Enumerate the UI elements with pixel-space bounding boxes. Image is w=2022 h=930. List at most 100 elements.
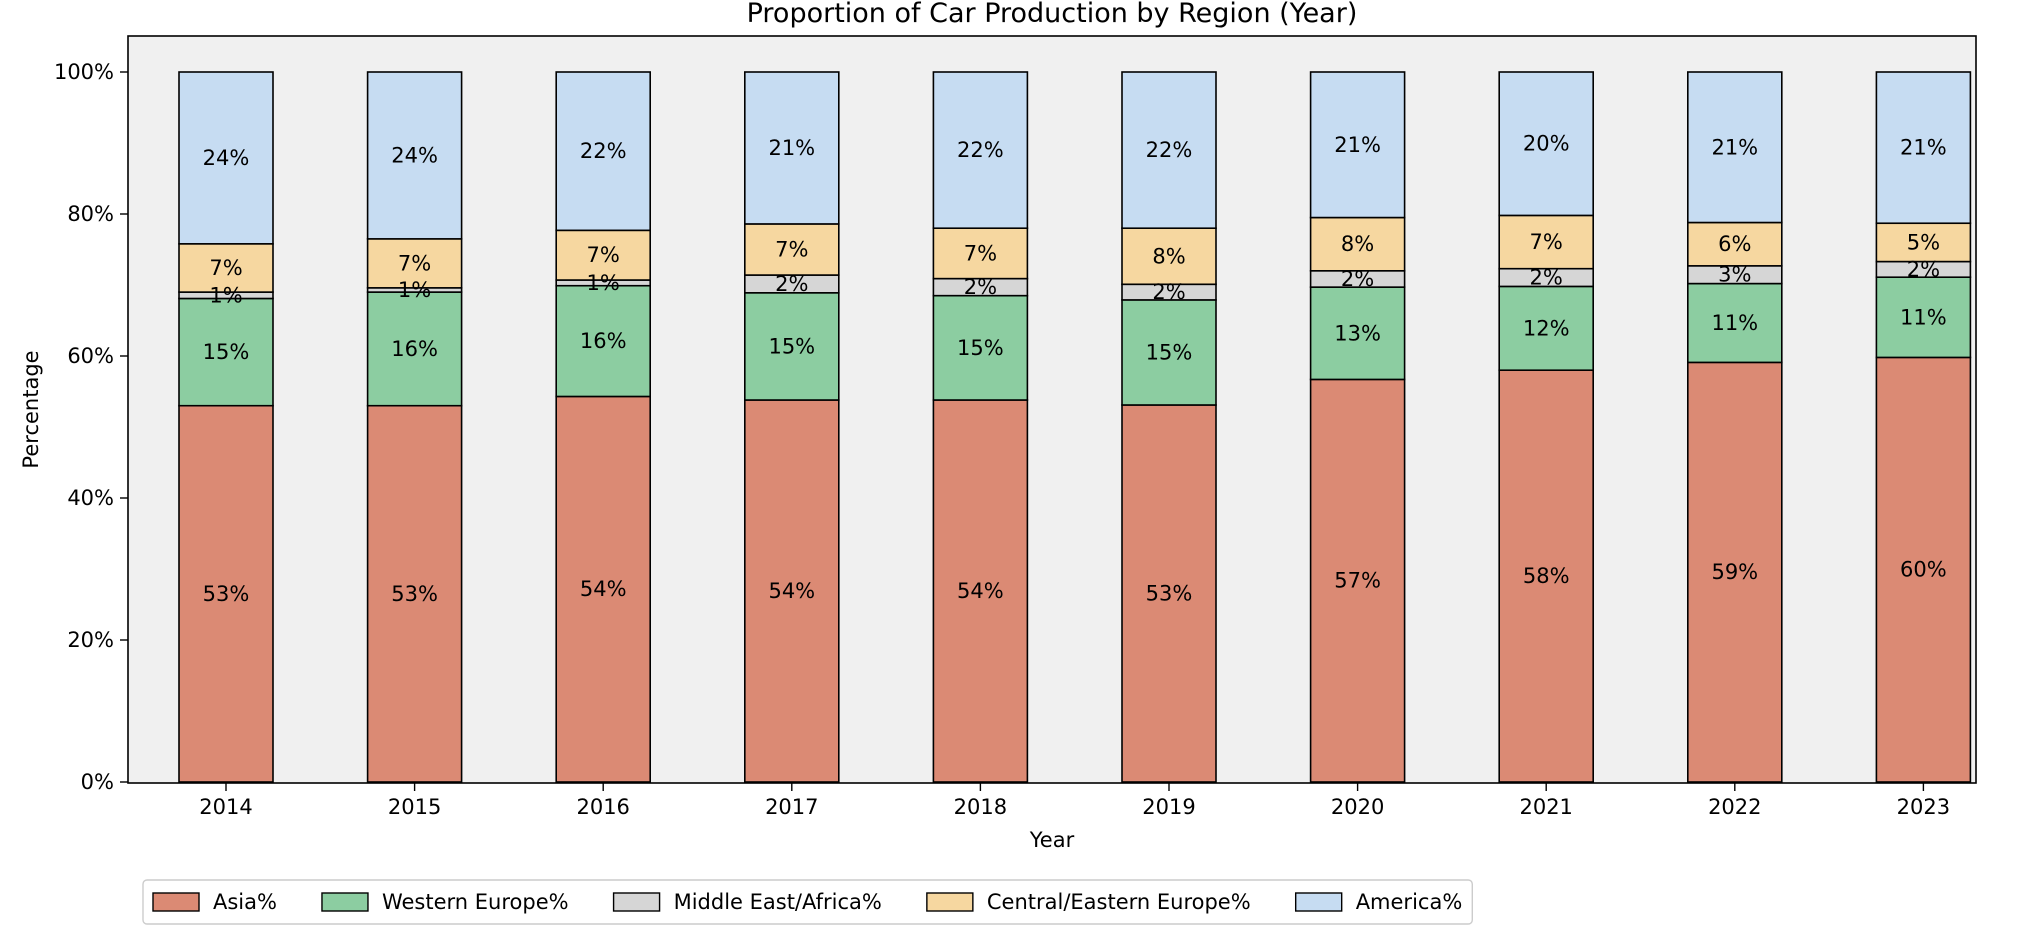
bar-segment-2020-1	[1309, 378, 1406, 783]
segment-label-2014-1: 53%	[203, 582, 250, 606]
y-axis-title: Percentage	[19, 350, 43, 468]
bar-segment-2018-4	[932, 227, 1029, 280]
segment-label-2021-3: 2%	[1530, 266, 1563, 290]
x-tick-label-2018: 2018	[954, 795, 1007, 819]
bar-segment-2020-5	[1309, 71, 1406, 219]
bar-segment-2015-1	[366, 404, 463, 783]
x-axis-title: Year	[1029, 828, 1075, 852]
x-tick-label-2023: 2023	[1897, 795, 1950, 819]
legend-swatch-4	[926, 892, 974, 912]
bar-segment-2019-5	[1121, 71, 1217, 229]
segment-label-2020-4: 8%	[1341, 232, 1374, 256]
segment-label-2019-4: 8%	[1152, 244, 1185, 268]
segment-label-2016-4: 7%	[587, 243, 620, 267]
bar-segment-2018-1	[932, 399, 1029, 783]
legend-label-2: Western Europe%	[382, 890, 569, 914]
bar-segment-2021-5	[1498, 71, 1594, 217]
bar-segment-2015-4	[366, 238, 463, 289]
segment-label-2023-3: 2%	[1907, 257, 1940, 281]
segment-label-2014-4: 7%	[209, 256, 242, 280]
segment-label-2015-4: 7%	[398, 251, 431, 275]
bar-segment-2017-1	[743, 399, 840, 783]
segment-label-2022-4: 6%	[1718, 232, 1751, 256]
x-tick-label-2015: 2015	[388, 795, 441, 819]
segment-label-2023-5: 21%	[1900, 136, 1947, 160]
segment-label-2019-3: 2%	[1152, 280, 1185, 304]
segment-label-2020-2: 13%	[1334, 321, 1381, 345]
legend: Asia% Western Europe% Middle East/Africa% C…	[142, 879, 1473, 925]
y-tick-label: 60%	[67, 344, 114, 368]
segment-label-2021-5: 20%	[1523, 132, 1570, 156]
bar-segment-2016-2	[555, 284, 652, 398]
segment-label-2014-5: 24%	[203, 146, 250, 170]
x-tick-label-2014: 2014	[199, 795, 252, 819]
x-axis: 2014 2015 2016 2017 2018 2019 2020 2021 2022 2023	[199, 783, 1950, 819]
segment-label-2023-1: 60%	[1900, 558, 1947, 582]
bar-segment-2022-1	[1687, 361, 1783, 783]
segment-label-2016-5: 22%	[580, 139, 627, 163]
segment-label-2018-1: 54%	[957, 579, 1004, 603]
segment-label-2014-3: 1%	[209, 283, 242, 307]
bar-segment-2022-4	[1687, 221, 1783, 267]
y-tick-label: 0%	[81, 770, 114, 794]
bar-segment-2014-4	[178, 243, 274, 293]
bar-segment-2017-5	[743, 71, 840, 225]
x-tick-label-2017: 2017	[765, 795, 818, 819]
segment-labels-layer: 53% 15% 1% 7% 24% 53% 16% 1% 7% 24% 54% 16% 1% 7% 22% 5…	[203, 132, 1947, 606]
segment-label-2022-3: 3%	[1718, 263, 1751, 287]
segment-label-2018-5: 22%	[957, 138, 1004, 162]
segment-label-2017-3: 2%	[775, 272, 808, 296]
segment-label-2018-4: 7%	[964, 241, 997, 265]
segment-label-2019-5: 22%	[1146, 138, 1193, 162]
y-tick-label: 80%	[67, 202, 114, 226]
segment-label-2018-2: 15%	[957, 336, 1004, 360]
x-tick-label-2019: 2019	[1142, 795, 1195, 819]
bar-segment-2021-1	[1498, 369, 1594, 783]
segment-label-2017-4: 7%	[775, 238, 808, 262]
legend-swatch-1	[152, 892, 200, 912]
bar-segment-2017-4	[743, 223, 840, 276]
segment-label-2021-2: 12%	[1523, 316, 1570, 340]
legend-swatch-3	[612, 892, 661, 912]
legend-swatch-5	[1294, 892, 1343, 912]
plot-frame	[127, 35, 1977, 784]
y-tick-label: 40%	[67, 486, 114, 510]
bar-segment-2014-1	[178, 404, 274, 783]
bar-segment-2016-5	[555, 71, 652, 232]
chart-title: Proportion of Car Production by Region (…	[747, 0, 1358, 29]
bar-segment-2022-5	[1687, 71, 1783, 224]
segment-label-2016-1: 54%	[580, 577, 627, 601]
segment-label-2017-1: 54%	[768, 579, 815, 603]
bars-layer	[178, 71, 1972, 783]
y-tick-label: 100%	[54, 60, 114, 84]
segment-label-2014-2: 15%	[203, 340, 250, 364]
x-tick-label-2020: 2020	[1331, 795, 1384, 819]
bar-segment-2016-4	[555, 229, 652, 281]
segment-label-2015-3: 1%	[398, 278, 431, 302]
segment-label-2018-3: 2%	[964, 275, 997, 299]
segment-label-2021-4: 7%	[1530, 230, 1563, 254]
x-tick-label-2016: 2016	[576, 795, 629, 819]
segment-label-2017-2: 15%	[768, 334, 815, 358]
legend-frame	[142, 879, 1473, 925]
bar-segment-2014-5	[178, 71, 274, 245]
segment-label-2022-1: 59%	[1711, 560, 1758, 584]
y-axis: 0% 20% 40% 60% 80% 100%	[54, 60, 128, 794]
segment-label-2022-5: 21%	[1711, 135, 1758, 159]
segment-label-2019-1: 53%	[1146, 582, 1193, 606]
segment-label-2020-5: 21%	[1334, 133, 1381, 157]
segment-label-2020-3: 2%	[1341, 267, 1374, 291]
y-tick-label: 20%	[67, 628, 114, 652]
segment-label-2022-2: 11%	[1711, 311, 1758, 335]
segment-label-2016-3: 1%	[587, 271, 620, 295]
bar-segment-2023-5	[1875, 71, 1972, 225]
legend-label-5: America%	[1356, 890, 1463, 914]
segment-label-2015-1: 53%	[391, 582, 438, 606]
bar-segment-2018-2	[932, 294, 1029, 401]
segment-label-2021-1: 58%	[1523, 564, 1570, 588]
bar-segment-2019-4	[1121, 227, 1217, 286]
bar-segment-2015-2	[366, 291, 463, 407]
legend-label-3: Middle East/Africa%	[674, 890, 882, 914]
segment-label-2015-5: 24%	[391, 143, 438, 167]
